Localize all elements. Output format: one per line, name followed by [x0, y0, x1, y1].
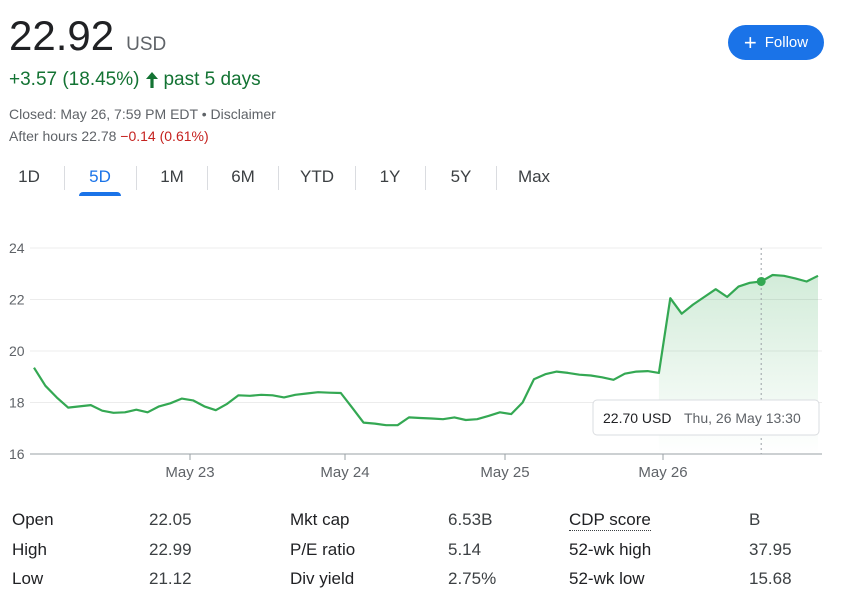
x-tick-label: May 24 [320, 464, 369, 481]
stat-label-cdp-score[interactable]: CDP score [569, 510, 651, 531]
stat-label-div-yield: Div yield [290, 569, 355, 588]
change-period: past 5 days [163, 69, 261, 90]
plus-icon: + [743, 29, 757, 55]
tab-divider [496, 166, 497, 190]
tooltip-box [592, 399, 820, 436]
stat-label-mkt-cap: Mkt cap [290, 510, 350, 529]
stat-value-52wk-low: 15.68 [749, 569, 792, 588]
tab-5d[interactable]: 5D [79, 158, 121, 196]
active-tab-indicator [79, 192, 121, 196]
after-hours-change: −0.14 (0.61%) [120, 128, 209, 144]
stat-value-cdp-score: B [749, 510, 761, 529]
chart-cursor-point [756, 276, 766, 286]
stat-value-div-yield: 2.75% [448, 569, 497, 588]
stat-label-low: Low [12, 569, 44, 588]
tab-6m[interactable]: 6M [222, 158, 264, 196]
chart-y-axis: 16 18 20 22 24 [9, 240, 25, 462]
y-tick-label: 16 [9, 446, 25, 462]
tab-label: 6M [231, 167, 255, 186]
chart-x-axis: May 23 May 24 May 25 May 26 [165, 454, 688, 481]
tab-ytd[interactable]: YTD [293, 158, 341, 196]
stat-value-pe-ratio: 5.14 [448, 540, 482, 559]
stat-value-52wk-high: 37.95 [749, 540, 792, 559]
price-chart[interactable]: 16 18 20 22 24 May 23 May 24 May 25 May 26 22.7… [0, 230, 853, 490]
arrow-up-icon [146, 72, 159, 88]
tab-divider [207, 166, 208, 190]
stat-value-high: 22.99 [149, 540, 192, 559]
stat-value-mkt-cap: 6.53B [448, 510, 493, 529]
tab-label: 1Y [379, 167, 401, 186]
y-tick-label: 20 [9, 343, 25, 359]
follow-button[interactable]: + Follow [728, 25, 824, 60]
tab-label: 1D [18, 167, 40, 186]
after-hours-info: After hours 22.78 −0.14 (0.61%) [9, 128, 209, 144]
tab-1m[interactable]: 1M [151, 158, 193, 196]
price-change: +3.57 (18.45%) [9, 69, 140, 90]
stat-value-low: 21.12 [149, 569, 192, 588]
y-tick-label: 24 [9, 240, 25, 256]
follow-label: Follow [764, 34, 809, 51]
currency: USD [126, 34, 167, 55]
tooltip-value: 22.70 USD [603, 410, 671, 426]
chart-tooltip: 22.70 USD Thu, 26 May 13:30 [592, 399, 820, 436]
tab-divider [425, 166, 426, 190]
after-hours-label: After hours 22.78 [9, 128, 117, 144]
tab-5y[interactable]: 5Y [441, 158, 481, 196]
tab-divider [64, 166, 65, 190]
tab-label: 1M [160, 167, 184, 186]
x-tick-label: May 25 [480, 464, 529, 481]
price-change-row: +3.57 (18.45%) past 5 days [9, 69, 261, 91]
tab-label: Max [517, 167, 551, 186]
tab-max[interactable]: Max [512, 158, 556, 196]
closed-info: Closed: May 26, 7:59 PM EDT • Disclaimer [9, 106, 276, 122]
tab-1d[interactable]: 1D [9, 158, 49, 196]
chart-price-line [33, 273, 819, 427]
stat-label-open: Open [12, 510, 54, 529]
tab-divider [136, 166, 137, 190]
tooltip-time: Thu, 26 May 13:30 [684, 410, 801, 426]
tab-label: 5D [89, 167, 111, 186]
price-row: 22.92 USD [9, 10, 166, 62]
stat-label-pe-ratio: P/E ratio [290, 540, 356, 559]
stat-label-52wk-high: 52-wk high [569, 540, 652, 559]
tab-label: YTD [300, 167, 334, 186]
current-price: 22.92 [9, 12, 115, 59]
tab-1y[interactable]: 1Y [370, 158, 410, 196]
y-tick-label: 22 [9, 292, 25, 308]
x-tick-label: May 26 [638, 464, 687, 481]
stat-label-52wk-low: 52-wk low [569, 569, 645, 588]
y-tick-label: 18 [9, 395, 25, 411]
tab-divider [278, 166, 279, 190]
tab-divider [355, 166, 356, 190]
range-tabs: 1D 5D 1M 6M YTD 1Y 5Y Max [0, 158, 600, 196]
stat-label-high: High [12, 540, 47, 559]
stat-value-open: 22.05 [149, 510, 192, 529]
tab-label: 5Y [450, 167, 472, 186]
x-tick-label: May 23 [165, 464, 214, 481]
